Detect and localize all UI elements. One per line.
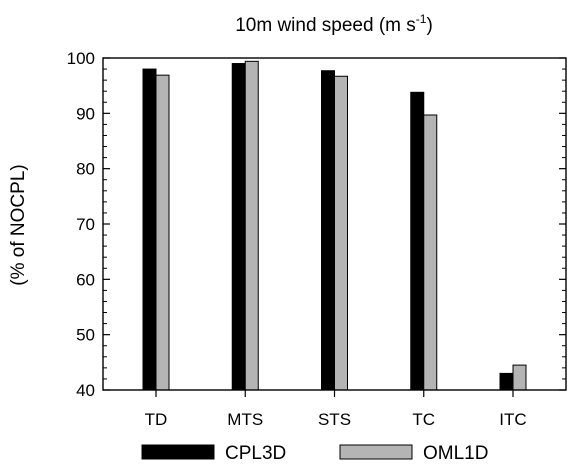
chart-title: 10m wind speed (m s-1) <box>235 12 433 36</box>
bar-oml1d-sts <box>334 75 348 391</box>
x-axis: TD MTS STS TC ITC <box>145 390 527 429</box>
bar-oml1d-mts <box>244 60 259 391</box>
bar-cpl3d-mts <box>231 63 246 391</box>
y-tick-label: 90 <box>76 104 95 123</box>
x-tick-label: MTS <box>227 410 263 429</box>
bar-oml1d-itc <box>512 364 527 391</box>
y-tick-label: 60 <box>76 270 95 289</box>
x-tick-label: TD <box>145 410 168 429</box>
bar-cpl3d-itc <box>499 372 514 391</box>
bars-group <box>142 60 527 391</box>
legend: CPL3D OML1D <box>141 443 488 464</box>
bar-cpl3d-sts <box>321 70 335 391</box>
x-tick-label: ITC <box>499 410 526 429</box>
y-tick-label: 100 <box>67 49 95 68</box>
y-tick-label: 80 <box>76 160 95 179</box>
legend-label-cpl3d: CPL3D <box>225 443 286 464</box>
x-tick-label: STS <box>318 410 351 429</box>
y-tick-label: 50 <box>76 326 95 345</box>
x-tick-label: TC <box>412 410 435 429</box>
bar-oml1d-tc <box>423 114 438 391</box>
legend-swatch-cpl3d <box>141 444 215 460</box>
bar-oml1d-td <box>155 74 170 391</box>
bar-cpl3d-td <box>142 68 157 391</box>
y-axis-label: (% of NOCPL) <box>8 164 29 285</box>
legend-swatch-oml1d <box>339 444 413 460</box>
y-tick-label: 70 <box>76 215 95 234</box>
bar-cpl3d-tc <box>410 91 425 391</box>
y-tick-label: 40 <box>76 381 95 400</box>
legend-label-oml1d: OML1D <box>423 443 488 464</box>
y-axis: 40 50 60 70 80 90 100 <box>67 49 566 400</box>
